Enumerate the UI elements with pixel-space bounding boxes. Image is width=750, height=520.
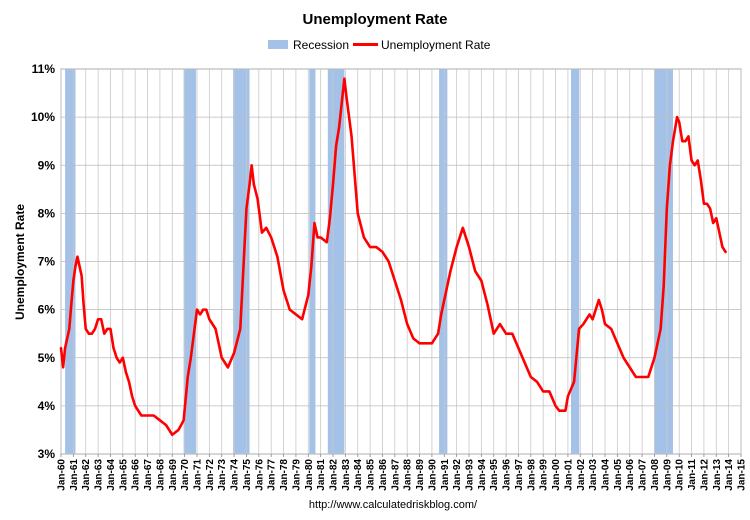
x-tick-label: Jan-70 <box>180 459 191 491</box>
x-tick-label: Jan-01 <box>563 459 574 491</box>
x-tick-label: Jan-11 <box>687 459 698 491</box>
x-tick-label: Jan-05 <box>613 459 624 491</box>
x-tick-label: Jan-92 <box>452 459 463 491</box>
series-layer <box>59 77 727 437</box>
x-tick-label: Jan-87 <box>390 459 401 491</box>
y-tick-label: 5% <box>38 351 56 365</box>
grid-lines <box>60 68 742 455</box>
x-tick-label: Jan-81 <box>316 459 327 491</box>
x-tick-label: Jan-73 <box>217 459 228 491</box>
x-tick-label: Jan-09 <box>662 459 673 491</box>
y-tick-label: 10% <box>31 110 55 124</box>
x-tick-label: Jan-80 <box>304 459 315 491</box>
x-tick-label: Jan-12 <box>699 459 710 491</box>
x-tick-label: Jan-07 <box>638 459 649 491</box>
legend-recession-label: Recession <box>293 38 349 52</box>
legend: Recession Unemployment Rate <box>268 38 491 52</box>
x-tick-label: Jan-71 <box>193 459 204 491</box>
x-tick-label: Jan-62 <box>81 459 92 491</box>
x-tick-label: Jan-91 <box>440 459 451 491</box>
x-tick-label: Jan-02 <box>576 459 587 491</box>
x-tick-label: Jan-00 <box>551 459 562 491</box>
x-tick-label: Jan-65 <box>118 459 129 491</box>
x-tick-label: Jan-95 <box>489 459 500 491</box>
x-tick-label: Jan-99 <box>539 459 550 491</box>
x-tick-label: Jan-04 <box>601 459 612 491</box>
x-tick-label: Jan-78 <box>279 459 290 491</box>
legend-unemployment-label: Unemployment Rate <box>381 38 491 52</box>
x-tick-label: Jan-74 <box>230 459 241 491</box>
x-tick-label: Jan-66 <box>131 459 142 491</box>
x-tick-label: Jan-94 <box>477 459 488 491</box>
x-tick-label: Jan-96 <box>502 459 513 491</box>
y-tick-label: 4% <box>38 399 56 413</box>
x-tick-label: Jan-03 <box>588 459 599 491</box>
y-tick-label: 9% <box>38 158 56 172</box>
x-tick-label: Jan-75 <box>242 459 253 491</box>
x-tick-label: Jan-63 <box>94 459 105 491</box>
y-axis: 3% 4% 5% 6% 7% 8% 9% 10% 11% <box>31 62 55 461</box>
x-tick-label: Jan-85 <box>366 459 377 491</box>
x-tick-label: Jan-08 <box>650 459 661 491</box>
x-tick-label: Jan-89 <box>415 459 426 491</box>
y-tick-label: 3% <box>38 447 56 461</box>
x-tick-label: Jan-15 <box>737 459 748 491</box>
x-tick-label: Jan-60 <box>57 459 68 491</box>
x-tick-label: Jan-72 <box>205 459 216 491</box>
x-tick-label: Jan-68 <box>155 459 166 491</box>
series-line-unemployment-rate <box>59 77 727 437</box>
x-axis: Jan-60 Jan-61 Jan-62 Jan-63 Jan-64 Jan-65 Jan-… <box>57 454 748 491</box>
x-tick-label: Jan-13 <box>712 459 723 491</box>
x-tick-label: Jan-14 <box>724 459 735 491</box>
x-tick-label: Jan-98 <box>526 459 537 491</box>
y-axis-label: Unemployment Rate <box>13 204 27 320</box>
x-tick-label: Jan-97 <box>514 459 525 491</box>
y-tick-label: 8% <box>38 206 56 220</box>
x-tick-label: Jan-69 <box>168 459 179 491</box>
x-tick-label: Jan-06 <box>625 459 636 491</box>
x-tick-label: Jan-77 <box>267 459 278 491</box>
x-tick-label: Jan-90 <box>427 459 438 491</box>
x-tick-label: Jan-84 <box>353 459 364 491</box>
x-tick-label: Jan-64 <box>106 459 117 491</box>
x-tick-label: Jan-86 <box>378 459 389 491</box>
x-tick-label: Jan-61 <box>69 459 80 491</box>
x-tick-label: Jan-67 <box>143 459 154 491</box>
x-tick-label: Jan-79 <box>291 459 302 491</box>
y-tick-label: 6% <box>38 303 56 317</box>
y-tick-label: 7% <box>38 255 56 269</box>
source-credit: http://www.calculatedriskblog.com/ <box>309 499 478 511</box>
y-tick-label: 11% <box>32 62 56 76</box>
x-tick-label: Jan-76 <box>254 459 265 491</box>
x-tick-label: Jan-82 <box>329 459 340 491</box>
legend-recession-swatch <box>268 40 288 49</box>
chart-title: Unemployment Rate <box>302 11 447 28</box>
x-tick-label: Jan-93 <box>465 459 476 491</box>
x-tick-label: Jan-10 <box>675 459 686 491</box>
x-tick-label: Jan-88 <box>403 459 414 491</box>
x-tick-label: Jan-83 <box>341 459 352 491</box>
